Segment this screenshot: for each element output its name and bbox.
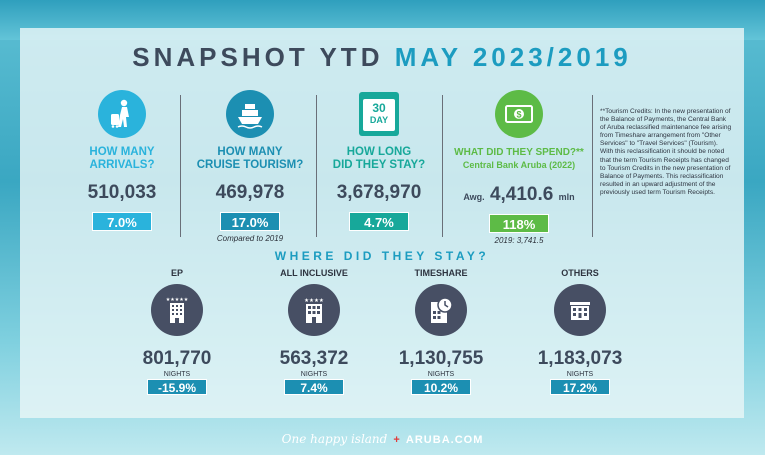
ship-icon [226, 90, 274, 138]
stay-ep-label: EP [170, 268, 183, 278]
stay-others: OTHERS 1,183,073 NIGHTS 17.2% [520, 268, 640, 397]
hotel-icon: ★★★★★ [151, 284, 203, 336]
svg-text:$: $ [516, 110, 521, 120]
cruise-question-line2: CRUISE TOURISM? [196, 159, 304, 171]
plus-icon: + [393, 434, 400, 446]
stay-others-label: OTHERS [561, 268, 599, 278]
stat-cruise: HOW MANY CRUISE TOURISM? 469,978 17.0% C… [190, 90, 310, 243]
stay-all-inclusive-value: 563,372 [279, 348, 349, 369]
spend-badge: 118% [489, 214, 549, 233]
arrivals-badge: 7.0% [92, 212, 152, 231]
arrivals-question-line1: HOW MANY [89, 146, 155, 158]
title-prefix: SNAPSHOT YTD [132, 42, 384, 72]
dollar-bill-icon: $ [495, 90, 543, 138]
stay-question-line1: HOW LONG [346, 146, 412, 158]
footer-link[interactable]: ARUBA.COM [405, 434, 484, 446]
stay-ep-badge: -15.9% [147, 379, 207, 395]
stay-badge: 4.7% [349, 212, 409, 231]
spend-value: 4,410.6 [489, 184, 554, 205]
svg-text:★★★★★: ★★★★★ [166, 297, 189, 303]
cruise-note: Compared to 2019 [216, 234, 284, 243]
stay-all-inclusive-unit: NIGHTS [300, 371, 328, 378]
footer-slogan: One happy island [281, 432, 388, 446]
stat-arrivals: HOW MANY ARRIVALS? 510,033 7.0% [72, 90, 172, 232]
stay-ep: EP ★★★★★ 801,770 NIGHTS -15.9% [117, 268, 237, 397]
spend-note: 2019: 3,741.5 [494, 236, 544, 245]
stay-all-inclusive: ALL INCLUSIVE ★★★★ 563,372 NIGHTS 7.4% [254, 268, 374, 397]
calendar-icon: 30 DAY [355, 90, 403, 138]
stay-others-value: 1,183,073 [537, 348, 623, 369]
cruise-question-line1: HOW MANY [217, 146, 283, 158]
svg-text:★★★★: ★★★★ [304, 298, 324, 304]
timeshare-clock-icon [415, 284, 467, 336]
arrivals-question-line2: ARRIVALS? [89, 159, 155, 171]
traveler-icon [98, 90, 146, 138]
tourism-credits-footnote: **Tourism Credits: In the new presentati… [600, 108, 732, 196]
arrivals-value: 510,033 [87, 182, 157, 203]
column-divider [316, 95, 317, 237]
calendar-day-label: DAY [369, 115, 389, 125]
stay-others-badge: 17.2% [550, 379, 610, 395]
stat-spend: $ WHAT DID THEY SPEND?** Central Bank Ar… [448, 90, 590, 245]
page-title: SNAPSHOT YTD MAY 2023/2019 [20, 42, 744, 73]
title-accent: MAY 2023/2019 [394, 42, 632, 72]
stay-timeshare-value: 1,130,755 [398, 348, 484, 369]
stat-length-of-stay: 30 DAY HOW LONG DID THEY STAY? 3,678,970… [324, 90, 434, 232]
footer-brand: One happy island + ARUBA.COM [0, 432, 765, 446]
cruise-badge: 17.0% [220, 212, 280, 231]
stay-timeshare-badge: 10.2% [411, 379, 471, 395]
column-divider [442, 95, 443, 237]
stay-value: 3,678,970 [336, 182, 422, 203]
spend-currency: Awg. [463, 192, 485, 202]
where-did-they-stay-heading: WHERE DID THEY STAY? [274, 249, 490, 263]
resort-icon: ★★★★ [288, 284, 340, 336]
stay-ep-value: 801,770 [142, 348, 212, 369]
stay-all-inclusive-badge: 7.4% [284, 379, 344, 395]
spend-question: WHAT DID THEY SPEND?** [454, 147, 584, 158]
spend-unit: mln [558, 192, 575, 202]
calendar-number: 30 [372, 101, 386, 115]
stay-timeshare-label: TIMESHARE [414, 268, 468, 278]
building-icon [554, 284, 606, 336]
spend-source: Central Bank Aruba (2022) [462, 160, 576, 170]
stay-others-unit: NIGHTS [566, 371, 594, 378]
cruise-value: 469,978 [215, 182, 285, 203]
stay-ep-unit: NIGHTS [163, 371, 191, 378]
stay-question-line2: DID THEY STAY? [332, 159, 426, 171]
stay-timeshare-unit: NIGHTS [427, 371, 455, 378]
column-divider [180, 95, 181, 237]
stay-all-inclusive-label: ALL INCLUSIVE [280, 268, 348, 278]
column-divider [592, 95, 593, 237]
stay-timeshare: TIMESHARE 1,130,755 NIGHTS 10.2% [381, 268, 501, 397]
